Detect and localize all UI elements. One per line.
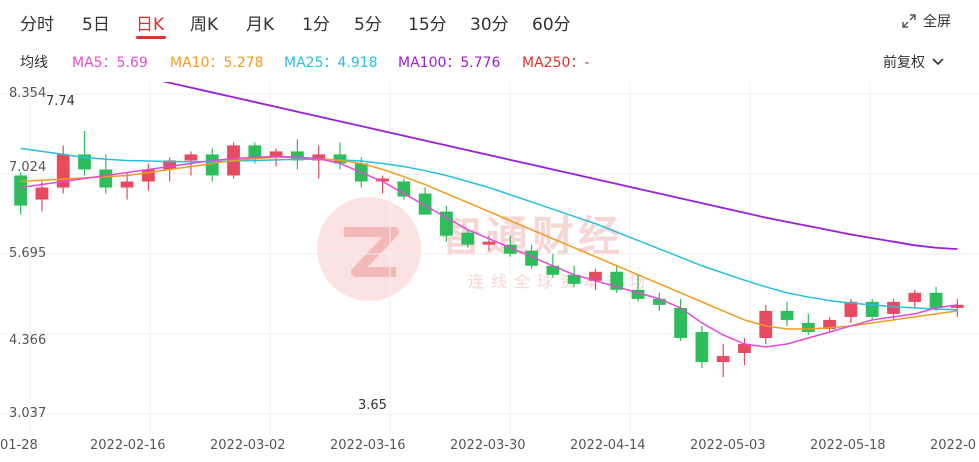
candle-down (929, 292, 943, 308)
x-tick-5: 2022-04-14 (570, 438, 646, 453)
y-tick-1: 7.024 (9, 160, 47, 175)
candle-up (312, 154, 326, 161)
x-tick-3: 2022-03-16 (330, 438, 406, 453)
candle-down (631, 289, 645, 299)
candle-up (482, 241, 496, 245)
legend-ma10: MA10：5.278 (170, 55, 264, 71)
candle-down (397, 181, 411, 197)
candle-up (738, 344, 751, 354)
candle-up (844, 301, 858, 317)
chevron-down-icon (932, 58, 944, 66)
tab-60min[interactable]: 60分 (532, 15, 571, 35)
candle-up (589, 271, 602, 281)
x-tick-6: 2022-05-03 (690, 438, 766, 453)
tab-daily-k[interactable]: 日K (136, 15, 165, 35)
candle-down (567, 274, 581, 284)
candle-down (780, 310, 794, 320)
candle-down (652, 298, 666, 305)
candle-down (99, 169, 113, 188)
tab-monthly-k[interactable]: 月K (246, 15, 275, 35)
tab-5min[interactable]: 5分 (354, 15, 382, 35)
chart-grid (0, 82, 979, 434)
adjust-label: 前复权 (883, 55, 925, 71)
candle-down (525, 250, 538, 266)
x-tick-0: 01-28 (0, 438, 38, 453)
candle-down (14, 175, 28, 206)
candle-up (823, 319, 837, 329)
ma-legend: 均线 MA5：5.69 MA10：5.278 MA25：4.918 MA100：… (0, 48, 979, 74)
legend-ma25: MA25：4.918 (284, 55, 378, 71)
candle-down (503, 244, 517, 254)
candle-up (184, 154, 198, 161)
candle-down (674, 307, 687, 338)
x-tick-1: 2022-02-16 (90, 438, 166, 453)
moving-averages (20, 82, 958, 348)
candle-down (461, 232, 475, 245)
candlestick-chart[interactable] (0, 82, 979, 434)
candle-up (716, 356, 730, 363)
legend-ma250: MA250：- (522, 55, 590, 71)
ma25-line (20, 147, 958, 311)
legend-ma100: MA100：5.776 (398, 55, 501, 71)
tab-5day[interactable]: 5日 (82, 15, 110, 35)
x-tick-8: 2022-0 (930, 438, 977, 453)
candle-down (248, 145, 262, 158)
logo-watermark-icon (317, 197, 421, 301)
x-tick-2: 2022-03-02 (210, 438, 286, 453)
candle-down (801, 322, 815, 332)
candle-down (205, 154, 219, 176)
ma5-line (20, 155, 958, 348)
y-tick-0: 8.354 (9, 86, 47, 101)
high-annotation: 7.74 (46, 94, 75, 109)
low-annotation: 3.65 (358, 398, 387, 413)
candle-up (759, 310, 773, 338)
candle-down (695, 331, 709, 363)
candle-up (269, 151, 283, 158)
tab-30min[interactable]: 30分 (470, 15, 509, 35)
ma100-line (162, 82, 958, 251)
fullscreen-button[interactable]: 全屏 (901, 11, 951, 31)
candle-down (546, 265, 560, 275)
y-tick-2: 5.695 (9, 246, 47, 261)
candle-up (120, 181, 134, 188)
tab-15min[interactable]: 15分 (408, 15, 447, 35)
candle-up (950, 304, 964, 308)
candle-up (35, 187, 49, 200)
tab-1min[interactable]: 1分 (302, 15, 330, 35)
candle-up (163, 160, 177, 170)
legend-title: 均线 (20, 55, 48, 71)
y-tick-3: 4.366 (9, 333, 47, 348)
candle-down (333, 154, 347, 164)
legend-ma5: MA5：5.69 (72, 55, 148, 71)
x-tick-7: 2022-05-18 (810, 438, 886, 453)
candle-up (376, 178, 389, 182)
candle-up (908, 292, 922, 302)
active-tab-indicator (136, 36, 166, 39)
candle-up (887, 301, 900, 314)
tab-fenshi[interactable]: 分时 (20, 15, 54, 35)
expand-icon (902, 14, 916, 28)
y-tick-4: 3.037 (9, 406, 47, 421)
candle-down (440, 211, 453, 236)
candle-down (418, 193, 432, 215)
tab-weekly-k[interactable]: 周K (190, 15, 219, 35)
period-tabs: 分时 5日 日K 周K 月K 1分 5分 15分 30分 60分 全屏 (0, 0, 979, 42)
candles (14, 130, 964, 378)
adjust-dropdown[interactable]: 前复权 (883, 52, 945, 72)
candle-down (291, 151, 304, 161)
ma10-line (20, 156, 958, 330)
x-tick-4: 2022-03-30 (450, 438, 526, 453)
fullscreen-label: 全屏 (923, 14, 951, 30)
